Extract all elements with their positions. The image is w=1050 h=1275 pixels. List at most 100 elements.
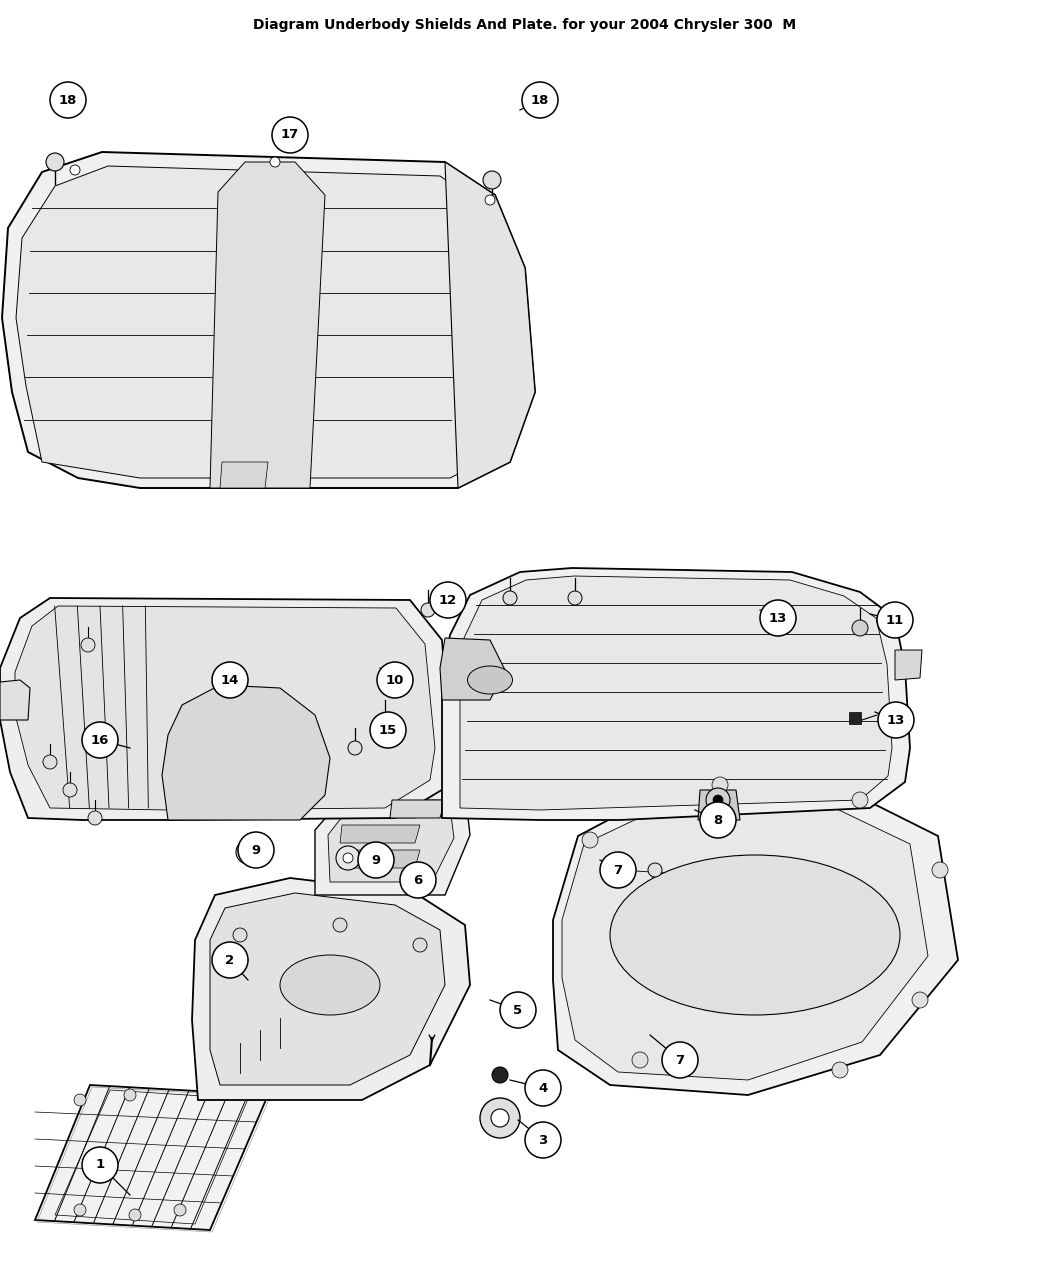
Circle shape bbox=[491, 1109, 509, 1127]
Text: 18: 18 bbox=[531, 93, 549, 107]
Circle shape bbox=[480, 1098, 520, 1139]
Bar bbox=[849, 711, 861, 724]
Polygon shape bbox=[15, 606, 435, 810]
Ellipse shape bbox=[467, 666, 512, 694]
Circle shape bbox=[483, 171, 501, 189]
Circle shape bbox=[74, 1204, 86, 1216]
Circle shape bbox=[492, 1067, 508, 1082]
Polygon shape bbox=[553, 782, 958, 1095]
Circle shape bbox=[129, 1209, 141, 1221]
Polygon shape bbox=[162, 685, 330, 820]
Text: 2: 2 bbox=[226, 954, 234, 966]
Text: 7: 7 bbox=[613, 863, 623, 876]
Text: 14: 14 bbox=[220, 673, 239, 686]
Polygon shape bbox=[340, 825, 420, 843]
Circle shape bbox=[525, 1070, 561, 1105]
Text: 12: 12 bbox=[439, 593, 457, 607]
Circle shape bbox=[522, 82, 558, 119]
Circle shape bbox=[82, 722, 118, 759]
Circle shape bbox=[400, 862, 436, 898]
Polygon shape bbox=[562, 796, 928, 1080]
Polygon shape bbox=[0, 680, 30, 720]
Text: 13: 13 bbox=[887, 714, 905, 727]
Circle shape bbox=[525, 1122, 561, 1158]
Text: 9: 9 bbox=[251, 844, 260, 857]
Circle shape bbox=[82, 1148, 118, 1183]
Text: 16: 16 bbox=[90, 733, 109, 746]
Circle shape bbox=[648, 863, 662, 877]
Text: 18: 18 bbox=[59, 93, 78, 107]
Circle shape bbox=[852, 792, 868, 808]
Ellipse shape bbox=[610, 856, 900, 1015]
Circle shape bbox=[174, 1204, 186, 1216]
Circle shape bbox=[877, 602, 914, 638]
Circle shape bbox=[74, 1094, 86, 1105]
Polygon shape bbox=[315, 790, 470, 895]
Circle shape bbox=[88, 811, 102, 825]
Polygon shape bbox=[895, 650, 922, 680]
Polygon shape bbox=[698, 790, 740, 820]
Ellipse shape bbox=[280, 955, 380, 1015]
Circle shape bbox=[50, 82, 86, 119]
Circle shape bbox=[370, 711, 406, 748]
Text: 11: 11 bbox=[886, 613, 904, 626]
Text: 9: 9 bbox=[372, 853, 380, 867]
Polygon shape bbox=[210, 162, 326, 488]
Bar bbox=[774, 615, 786, 626]
Polygon shape bbox=[390, 799, 445, 819]
Circle shape bbox=[233, 928, 247, 942]
Text: 15: 15 bbox=[379, 723, 397, 737]
Text: 8: 8 bbox=[713, 813, 722, 826]
Polygon shape bbox=[220, 462, 268, 488]
Circle shape bbox=[706, 788, 730, 812]
Polygon shape bbox=[35, 1085, 268, 1230]
Circle shape bbox=[70, 164, 80, 175]
Polygon shape bbox=[460, 576, 892, 810]
Polygon shape bbox=[440, 638, 505, 700]
Circle shape bbox=[236, 840, 260, 864]
Circle shape bbox=[430, 581, 466, 618]
Text: 1: 1 bbox=[96, 1159, 105, 1172]
Text: 10: 10 bbox=[385, 673, 404, 686]
Polygon shape bbox=[340, 850, 420, 868]
Circle shape bbox=[212, 662, 248, 697]
Circle shape bbox=[421, 603, 435, 617]
Polygon shape bbox=[445, 162, 536, 488]
Circle shape bbox=[852, 620, 868, 636]
Circle shape bbox=[662, 1042, 698, 1077]
Polygon shape bbox=[340, 799, 420, 819]
Circle shape bbox=[238, 833, 274, 868]
Circle shape bbox=[46, 153, 64, 171]
Circle shape bbox=[43, 755, 57, 769]
Circle shape bbox=[485, 195, 495, 205]
Circle shape bbox=[760, 601, 796, 636]
Circle shape bbox=[333, 918, 347, 932]
Circle shape bbox=[582, 833, 598, 848]
Text: 6: 6 bbox=[414, 873, 422, 886]
Polygon shape bbox=[2, 152, 536, 488]
Circle shape bbox=[712, 776, 728, 793]
Circle shape bbox=[124, 1089, 136, 1102]
Circle shape bbox=[336, 847, 360, 870]
Circle shape bbox=[912, 992, 928, 1009]
Circle shape bbox=[700, 802, 736, 838]
Circle shape bbox=[358, 842, 394, 878]
Circle shape bbox=[932, 862, 948, 878]
Circle shape bbox=[243, 847, 253, 857]
Text: Diagram Underbody Shields And Plate. for your 2004 Chrysler 300  M: Diagram Underbody Shields And Plate. for… bbox=[253, 18, 797, 32]
Circle shape bbox=[413, 938, 427, 952]
Circle shape bbox=[832, 1062, 848, 1077]
Polygon shape bbox=[168, 688, 320, 810]
Circle shape bbox=[343, 853, 353, 863]
Polygon shape bbox=[442, 567, 910, 820]
Text: 7: 7 bbox=[675, 1053, 685, 1066]
Circle shape bbox=[503, 592, 517, 606]
Circle shape bbox=[377, 662, 413, 697]
Circle shape bbox=[212, 942, 248, 978]
Circle shape bbox=[600, 852, 636, 887]
Circle shape bbox=[500, 992, 536, 1028]
Text: 17: 17 bbox=[281, 129, 299, 142]
Circle shape bbox=[713, 796, 723, 805]
Circle shape bbox=[81, 638, 94, 652]
Polygon shape bbox=[192, 878, 470, 1100]
